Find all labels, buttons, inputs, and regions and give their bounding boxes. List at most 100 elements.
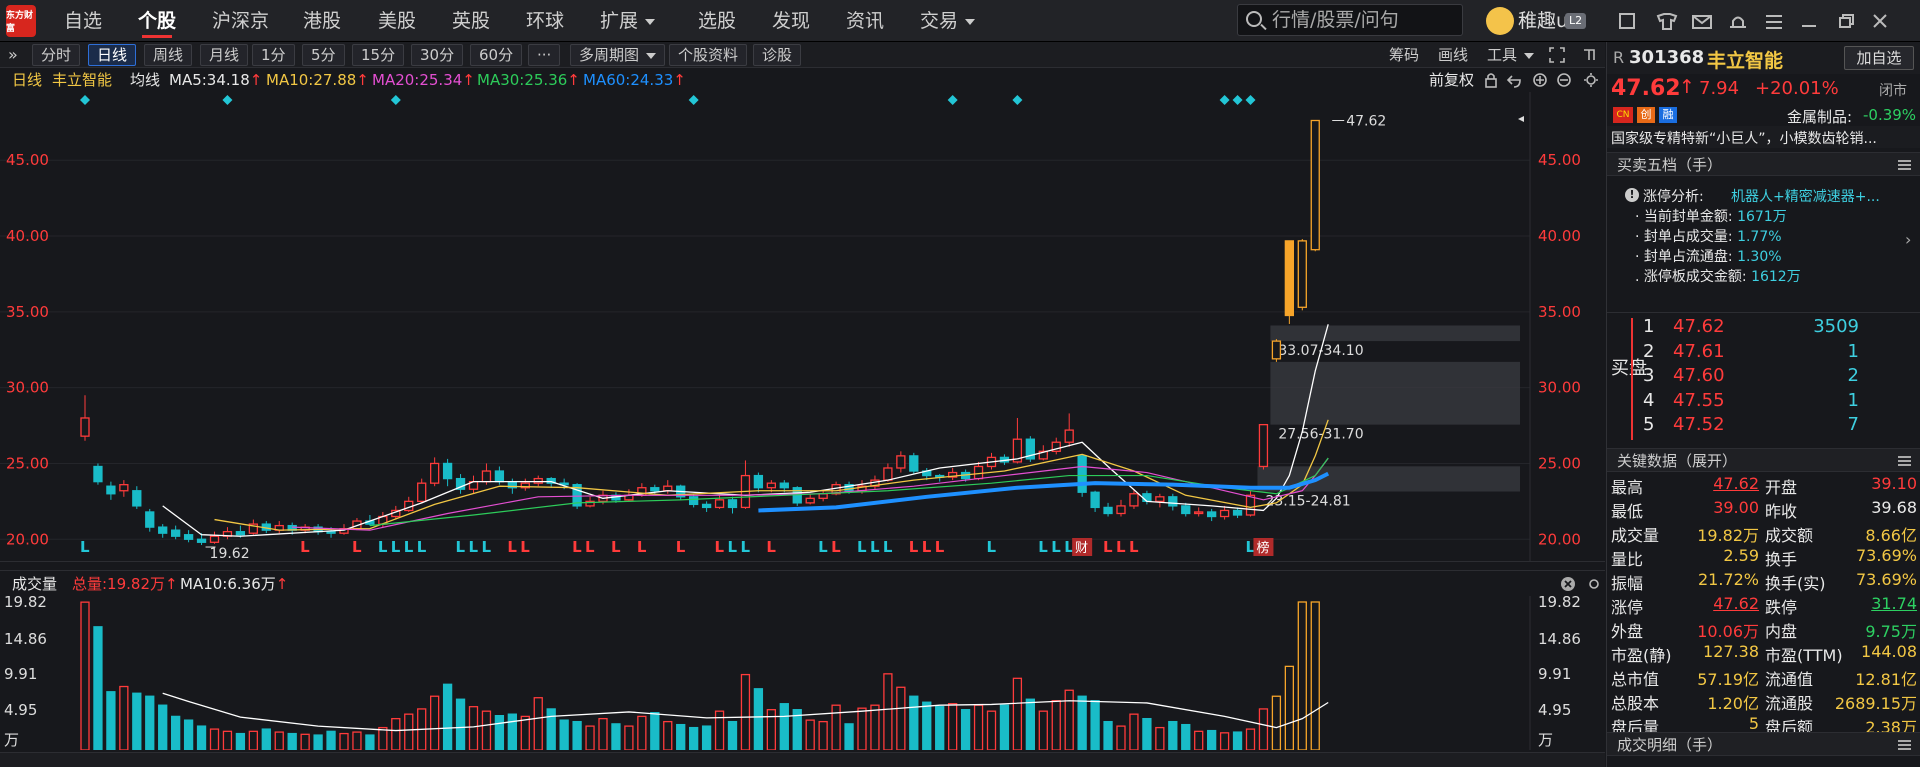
l-mark[interactable]: L <box>883 538 893 556</box>
signal-diamond-icon[interactable] <box>1219 95 1230 105</box>
nav-2[interactable]: 沪深京 <box>212 0 269 42</box>
l-mark[interactable]: L <box>300 538 310 556</box>
l-mark[interactable]: L <box>766 538 776 556</box>
period-button-12[interactable]: 诊股 <box>753 44 802 66</box>
l-mark[interactable]: L <box>507 538 517 556</box>
l-mark[interactable]: L <box>352 538 362 556</box>
nav-3[interactable]: 港股 <box>303 0 341 42</box>
user-avatar[interactable] <box>1486 7 1514 35</box>
kline-chart[interactable]: 45.00 45.00 40.00 40.00 35.00 35.00 30.00 30.00… <box>0 92 1605 562</box>
nav-4[interactable]: 美股 <box>378 0 416 42</box>
l-mark[interactable]: L <box>378 538 388 556</box>
l-mark[interactable]: L <box>637 538 647 556</box>
l-mark[interactable]: L <box>1103 538 1113 556</box>
nav-1[interactable]: 个股 <box>138 0 176 42</box>
volume-chart-svg[interactable]: 19.82 19.82 14.86 14.86 9.91 9.91 4.95 4.95 万 万 <box>0 593 1605 751</box>
bid-price[interactable]: 47.62 <box>1673 316 1725 337</box>
l-mark[interactable]: L <box>611 538 621 556</box>
l-mark[interactable]: L <box>922 538 932 556</box>
bid-price[interactable]: 47.55 <box>1673 389 1725 411</box>
chart-control-icons[interactable] <box>1484 72 1602 88</box>
signal-diamond-icon[interactable] <box>222 95 233 105</box>
tool-button-1[interactable]: 画线 <box>1438 44 1468 66</box>
l-mark[interactable]: L <box>857 538 867 556</box>
period-button-9[interactable]: ··· <box>528 44 561 66</box>
period-button-0[interactable]: 分时 <box>32 44 81 66</box>
nav-11[interactable]: 交易 <box>920 0 976 42</box>
tool-button-2[interactable]: 工具 <box>1487 44 1535 66</box>
event-badge[interactable] <box>1072 538 1093 556</box>
nav-6[interactable]: 环球 <box>526 0 564 42</box>
period-button-2[interactable]: 周线 <box>144 44 193 66</box>
period-button-5[interactable]: 5分 <box>302 44 345 66</box>
nav-0[interactable]: 自选 <box>64 0 102 42</box>
limit-analysis-value[interactable]: 机器人+精密减速器+... <box>1731 189 1880 205</box>
l-mark[interactable]: L <box>909 538 919 556</box>
l-mark[interactable]: L <box>870 538 880 556</box>
signal-diamond-icon[interactable] <box>947 95 958 105</box>
period-button-8[interactable]: 60分 <box>470 44 523 66</box>
l-mark[interactable]: L <box>481 538 491 556</box>
period-button-7[interactable]: 30分 <box>411 44 464 66</box>
signal-diamond-icon[interactable] <box>390 95 401 105</box>
signal-diamond-icon[interactable] <box>80 95 90 105</box>
l-mark[interactable]: L <box>404 538 414 556</box>
event-badge[interactable] <box>1253 538 1274 556</box>
l-mark[interactable]: L <box>1051 538 1061 556</box>
l-mark[interactable]: L <box>585 538 595 556</box>
period-button-6[interactable]: 15分 <box>352 44 405 66</box>
adjust-mode[interactable]: 前复权 <box>1429 71 1475 89</box>
l-mark[interactable]: L <box>728 538 738 556</box>
bid-price[interactable]: 47.60 <box>1673 365 1725 386</box>
order-book-header[interactable]: 买卖五档（手） <box>1607 152 1920 176</box>
nav-10[interactable]: 资讯 <box>846 0 884 42</box>
period-button-10[interactable]: 多周期图 <box>570 44 666 66</box>
signal-diamond-icon[interactable] <box>1245 95 1256 105</box>
chevron-right-icon[interactable]: › <box>1905 230 1912 249</box>
menu-icon[interactable] <box>1898 160 1911 170</box>
l-mark[interactable]: L <box>1116 538 1126 556</box>
expand-sidebar-icon[interactable]: » <box>8 45 18 64</box>
period-button-4[interactable]: 1分 <box>252 44 295 66</box>
l-mark[interactable]: L <box>831 538 841 556</box>
l-mark[interactable]: L <box>80 538 90 556</box>
l-mark[interactable]: L <box>987 538 997 556</box>
l-mark[interactable]: L <box>1064 538 1074 556</box>
period-button-11[interactable]: 个股资料 <box>669 44 748 66</box>
trade-detail-header[interactable]: 成交明细（手） <box>1607 732 1920 756</box>
signal-diamond-icon[interactable] <box>1232 95 1243 105</box>
l-mark[interactable]: L <box>1038 538 1048 556</box>
l-mark[interactable]: L <box>715 538 725 556</box>
l-mark[interactable]: L <box>520 538 530 556</box>
menu-icon[interactable] <box>1898 740 1911 750</box>
nav-9[interactable]: 发现 <box>772 0 810 42</box>
user-name[interactable]: 稚趣u <box>1518 10 1569 32</box>
l-mark[interactable]: L <box>572 538 582 556</box>
nav-8[interactable]: 选股 <box>698 0 736 42</box>
l-mark[interactable]: L <box>740 538 750 556</box>
signal-diamond-icon[interactable] <box>688 95 699 105</box>
period-button-1[interactable]: 日线 <box>88 44 137 66</box>
key-data-header[interactable]: 关键数据（展开） <box>1607 448 1920 472</box>
l-mark[interactable]: L <box>818 538 828 556</box>
nav-7[interactable]: 扩展 <box>600 0 656 42</box>
period-button-3[interactable]: 月线 <box>200 44 249 66</box>
volume-controls[interactable] <box>1560 576 1604 592</box>
ma-toggle[interactable]: 均线 <box>130 71 161 89</box>
l-mark[interactable]: L <box>469 538 479 556</box>
bid-price[interactable]: 47.52 <box>1673 414 1725 435</box>
l-mark[interactable]: L <box>456 538 466 556</box>
nav-5[interactable]: 英股 <box>452 0 490 42</box>
search-input[interactable]: 行情/股票/问句 <box>1237 4 1463 36</box>
add-watchlist-button[interactable]: 加自选 <box>1844 46 1914 70</box>
app-logo[interactable]: 东方财富 <box>6 5 36 37</box>
tool-button-0[interactable]: 筹码 <box>1389 44 1419 66</box>
signal-diamond-icon[interactable] <box>1012 95 1023 105</box>
sector-name[interactable]: 金属制品: <box>1787 108 1853 126</box>
l-mark[interactable]: L <box>1129 538 1139 556</box>
stock-description[interactable]: 国家级专精特新“小巨人”，小模数齿轮销... <box>1611 131 1877 147</box>
menu-icon[interactable] <box>1898 456 1911 466</box>
l-mark[interactable]: L <box>676 538 686 556</box>
l-mark[interactable]: L <box>1246 538 1256 556</box>
l-mark[interactable]: L <box>417 538 427 556</box>
